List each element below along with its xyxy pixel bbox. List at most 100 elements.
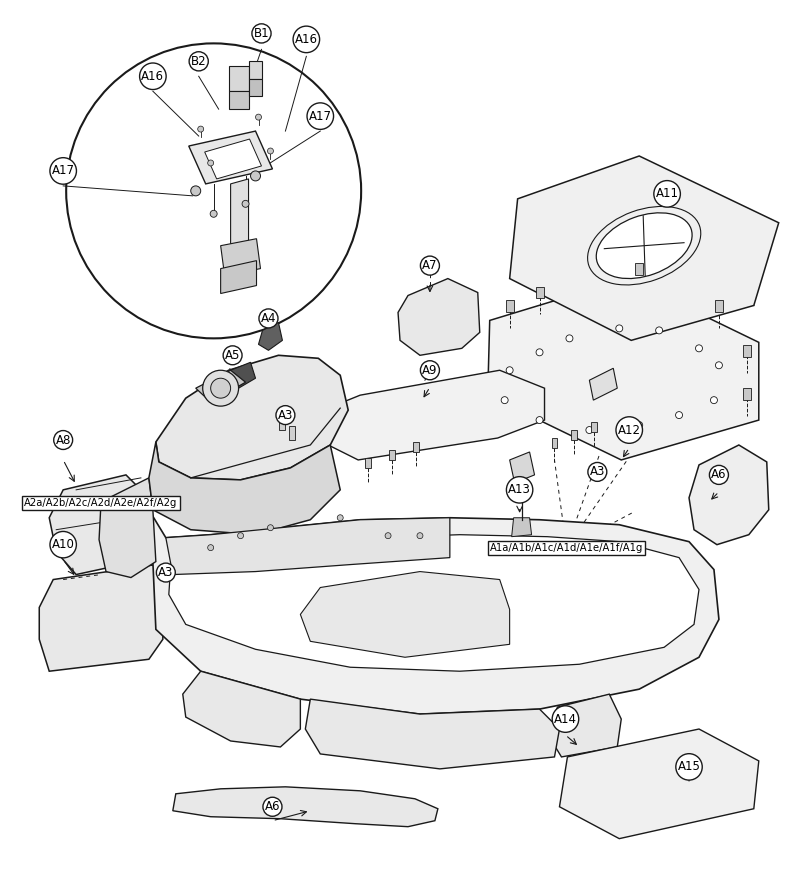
Polygon shape <box>195 370 245 402</box>
Circle shape <box>535 416 543 424</box>
Circle shape <box>535 349 543 356</box>
Text: A17: A17 <box>308 109 332 123</box>
Polygon shape <box>413 442 418 452</box>
Polygon shape <box>229 91 248 109</box>
Circle shape <box>714 361 722 369</box>
Polygon shape <box>289 426 295 440</box>
Text: A6: A6 <box>264 800 280 813</box>
Circle shape <box>191 186 200 196</box>
Circle shape <box>615 325 622 332</box>
Text: A7: A7 <box>422 259 437 272</box>
Polygon shape <box>230 178 248 250</box>
Circle shape <box>208 160 213 166</box>
Polygon shape <box>148 442 340 535</box>
Polygon shape <box>689 445 768 544</box>
Circle shape <box>208 544 213 551</box>
Circle shape <box>267 148 273 154</box>
Polygon shape <box>590 422 597 432</box>
Polygon shape <box>229 67 248 91</box>
Polygon shape <box>165 518 449 575</box>
Circle shape <box>654 327 662 334</box>
Text: A3: A3 <box>158 566 174 579</box>
Polygon shape <box>248 79 262 96</box>
Circle shape <box>565 335 573 342</box>
Text: A8: A8 <box>55 433 71 447</box>
Text: A17: A17 <box>52 164 75 178</box>
Text: B1: B1 <box>253 27 269 40</box>
Circle shape <box>675 412 682 418</box>
Polygon shape <box>487 279 757 460</box>
Circle shape <box>267 525 273 531</box>
Polygon shape <box>204 139 261 178</box>
Polygon shape <box>225 362 255 388</box>
Text: A13: A13 <box>508 483 530 496</box>
Polygon shape <box>365 458 371 468</box>
Polygon shape <box>182 671 300 747</box>
Polygon shape <box>300 572 509 657</box>
Polygon shape <box>39 565 163 671</box>
Polygon shape <box>318 370 544 460</box>
Polygon shape <box>742 388 750 400</box>
Circle shape <box>505 367 513 374</box>
Polygon shape <box>509 452 534 483</box>
Circle shape <box>337 515 343 520</box>
Polygon shape <box>511 518 531 536</box>
Polygon shape <box>305 699 559 769</box>
Text: A16: A16 <box>294 33 317 46</box>
Text: A3: A3 <box>277 408 293 422</box>
Circle shape <box>238 533 243 539</box>
Circle shape <box>210 210 217 218</box>
Text: A5: A5 <box>225 349 240 361</box>
Text: A12: A12 <box>617 424 640 437</box>
Circle shape <box>242 201 249 207</box>
Polygon shape <box>221 261 256 294</box>
Text: A4: A4 <box>260 312 276 325</box>
Polygon shape <box>509 156 778 340</box>
Polygon shape <box>742 345 750 357</box>
Text: A1a/A1b/A1c/A1d/A1e/A1f/A1g: A1a/A1b/A1c/A1d/A1e/A1f/A1g <box>489 543 642 552</box>
Circle shape <box>203 370 238 406</box>
Polygon shape <box>547 694 620 757</box>
Polygon shape <box>634 263 642 274</box>
Polygon shape <box>173 787 437 827</box>
Polygon shape <box>388 450 394 460</box>
Polygon shape <box>49 475 148 575</box>
Polygon shape <box>188 131 272 184</box>
Circle shape <box>197 126 204 132</box>
Polygon shape <box>156 355 348 480</box>
Ellipse shape <box>595 213 691 279</box>
Text: A3: A3 <box>589 465 604 479</box>
Polygon shape <box>714 300 722 313</box>
Polygon shape <box>258 322 282 351</box>
Circle shape <box>500 397 508 404</box>
Polygon shape <box>279 416 285 430</box>
Text: A9: A9 <box>422 364 437 377</box>
Circle shape <box>210 378 230 398</box>
Text: A6: A6 <box>710 468 726 481</box>
Circle shape <box>710 397 717 404</box>
Circle shape <box>255 115 261 120</box>
Text: A2a/A2b/A2c/A2d/A2e/A2f/A2g: A2a/A2b/A2c/A2d/A2e/A2f/A2g <box>24 498 178 508</box>
Text: A10: A10 <box>52 538 75 551</box>
Polygon shape <box>559 729 757 838</box>
Polygon shape <box>505 300 513 313</box>
Polygon shape <box>535 287 543 298</box>
Circle shape <box>695 345 702 352</box>
Text: A14: A14 <box>553 712 577 725</box>
Polygon shape <box>589 369 616 400</box>
Polygon shape <box>148 510 718 714</box>
Polygon shape <box>221 239 260 275</box>
Circle shape <box>635 422 642 429</box>
Polygon shape <box>248 61 262 79</box>
Text: A15: A15 <box>676 760 700 773</box>
Text: B2: B2 <box>191 55 206 67</box>
Text: A16: A16 <box>141 70 164 83</box>
Circle shape <box>586 426 592 433</box>
Polygon shape <box>99 478 156 577</box>
Text: A11: A11 <box>654 187 678 201</box>
Circle shape <box>251 170 260 181</box>
Polygon shape <box>397 279 479 355</box>
Polygon shape <box>571 430 577 440</box>
Polygon shape <box>169 535 698 671</box>
Polygon shape <box>551 438 557 448</box>
